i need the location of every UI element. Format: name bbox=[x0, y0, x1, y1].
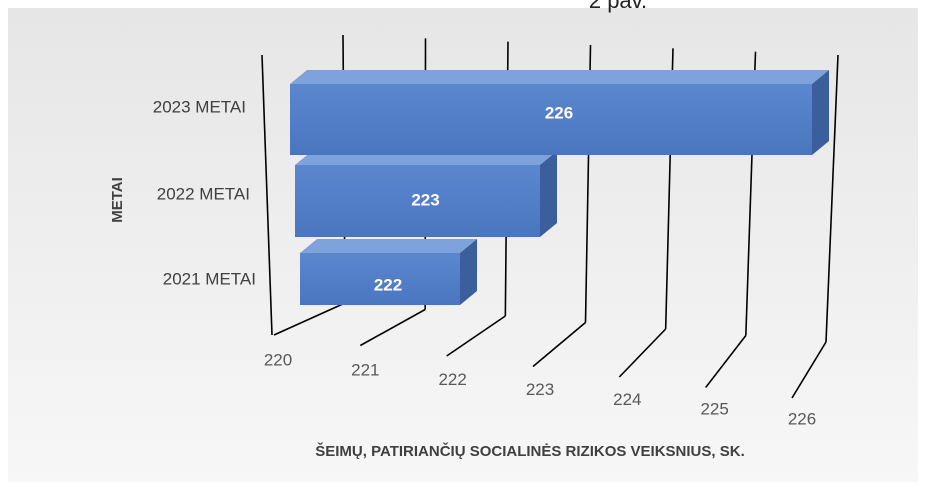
x-tick-label: 222 bbox=[438, 370, 466, 389]
x-tick-label: 221 bbox=[351, 360, 379, 379]
bar bbox=[290, 84, 812, 155]
y-tick-label: 2021 METAI bbox=[163, 269, 256, 288]
data-label: 226 bbox=[545, 103, 573, 122]
y-axis-title: METAI bbox=[109, 177, 126, 223]
floor-line bbox=[446, 315, 506, 357]
bar-top bbox=[300, 239, 477, 253]
bar-top bbox=[290, 70, 829, 84]
bar bbox=[300, 253, 460, 305]
x-axis-title: ŠEIMŲ, PATIRIANČIŲ SOCIALINĖS RIZIKOS VE… bbox=[315, 442, 745, 460]
x-tick-label: 223 bbox=[526, 380, 554, 399]
bar-side bbox=[460, 239, 477, 305]
bar bbox=[295, 165, 540, 237]
floor-line bbox=[273, 302, 346, 336]
grid-line bbox=[825, 54, 839, 343]
x-tick-label: 225 bbox=[700, 400, 728, 419]
floor-line bbox=[791, 341, 827, 399]
bar-side bbox=[540, 151, 557, 237]
side-wall-edge bbox=[261, 54, 273, 336]
y-tick-label: 2023 METAI bbox=[153, 97, 246, 116]
chart-title: 2 pav. bbox=[589, 0, 647, 13]
bar-side bbox=[812, 70, 829, 155]
y-tick-label: 2022 METAI bbox=[157, 184, 250, 203]
x-tick-label: 226 bbox=[788, 409, 816, 428]
floor-line bbox=[532, 321, 587, 368]
floor-line bbox=[705, 335, 747, 388]
x-tick-label: 224 bbox=[613, 390, 641, 409]
data-label: 222 bbox=[374, 275, 402, 294]
floor-line bbox=[359, 308, 426, 347]
x-tick-label: 220 bbox=[264, 350, 292, 369]
floor-line bbox=[618, 328, 667, 378]
data-label: 223 bbox=[411, 190, 439, 209]
